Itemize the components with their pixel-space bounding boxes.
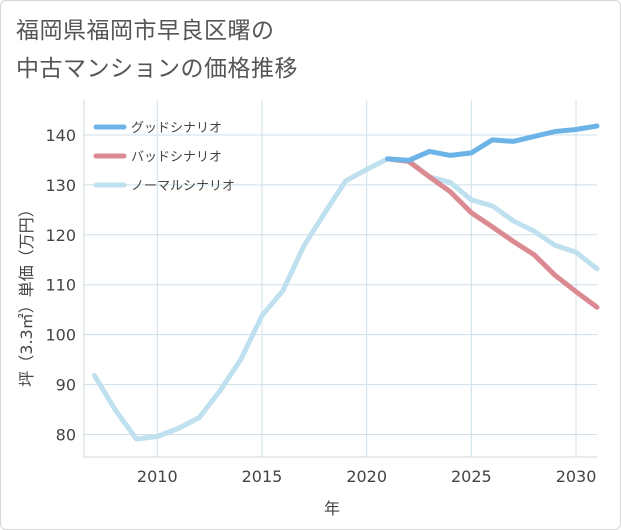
axes: 2010 2015 2020 2025 2030 80 90 100 110 120 130 140: [45, 100, 597, 486]
y-tick-label: 90: [56, 376, 76, 395]
series-line-2: [92, 156, 600, 442]
y-tick-label: 140: [45, 126, 76, 145]
y-tick-label: 100: [45, 326, 76, 345]
x-axis-label: 年: [324, 499, 340, 518]
x-tick-label: 2030: [556, 467, 597, 486]
plot-area: [84, 100, 597, 457]
grid-lines: [84, 100, 597, 457]
y-tick-label: 110: [45, 276, 76, 295]
series-line-0: [385, 123, 600, 163]
legend-label-0: グッドシナリオ: [131, 121, 222, 136]
y-tick-label: 120: [45, 226, 76, 245]
x-tick-label: 2025: [451, 467, 492, 486]
x-tick-label: 2010: [137, 467, 178, 486]
legend-label-2: ノーマルシナリオ: [131, 179, 235, 194]
series-line-1: [385, 156, 600, 310]
y-tick-label: 80: [56, 426, 76, 445]
x-tick-label: 2020: [346, 467, 387, 486]
y-axis-label: 坪（3.3㎡）単価（万円）: [17, 201, 36, 386]
chart-title: 福岡県福岡市早良区曙の 中古マンションの価格推移: [16, 18, 298, 82]
x-tick-label: 2015: [242, 467, 283, 486]
series-lines: [92, 123, 600, 442]
y-tick-label: 130: [45, 176, 76, 195]
legend-label-1: バッドシナリオ: [131, 150, 222, 165]
